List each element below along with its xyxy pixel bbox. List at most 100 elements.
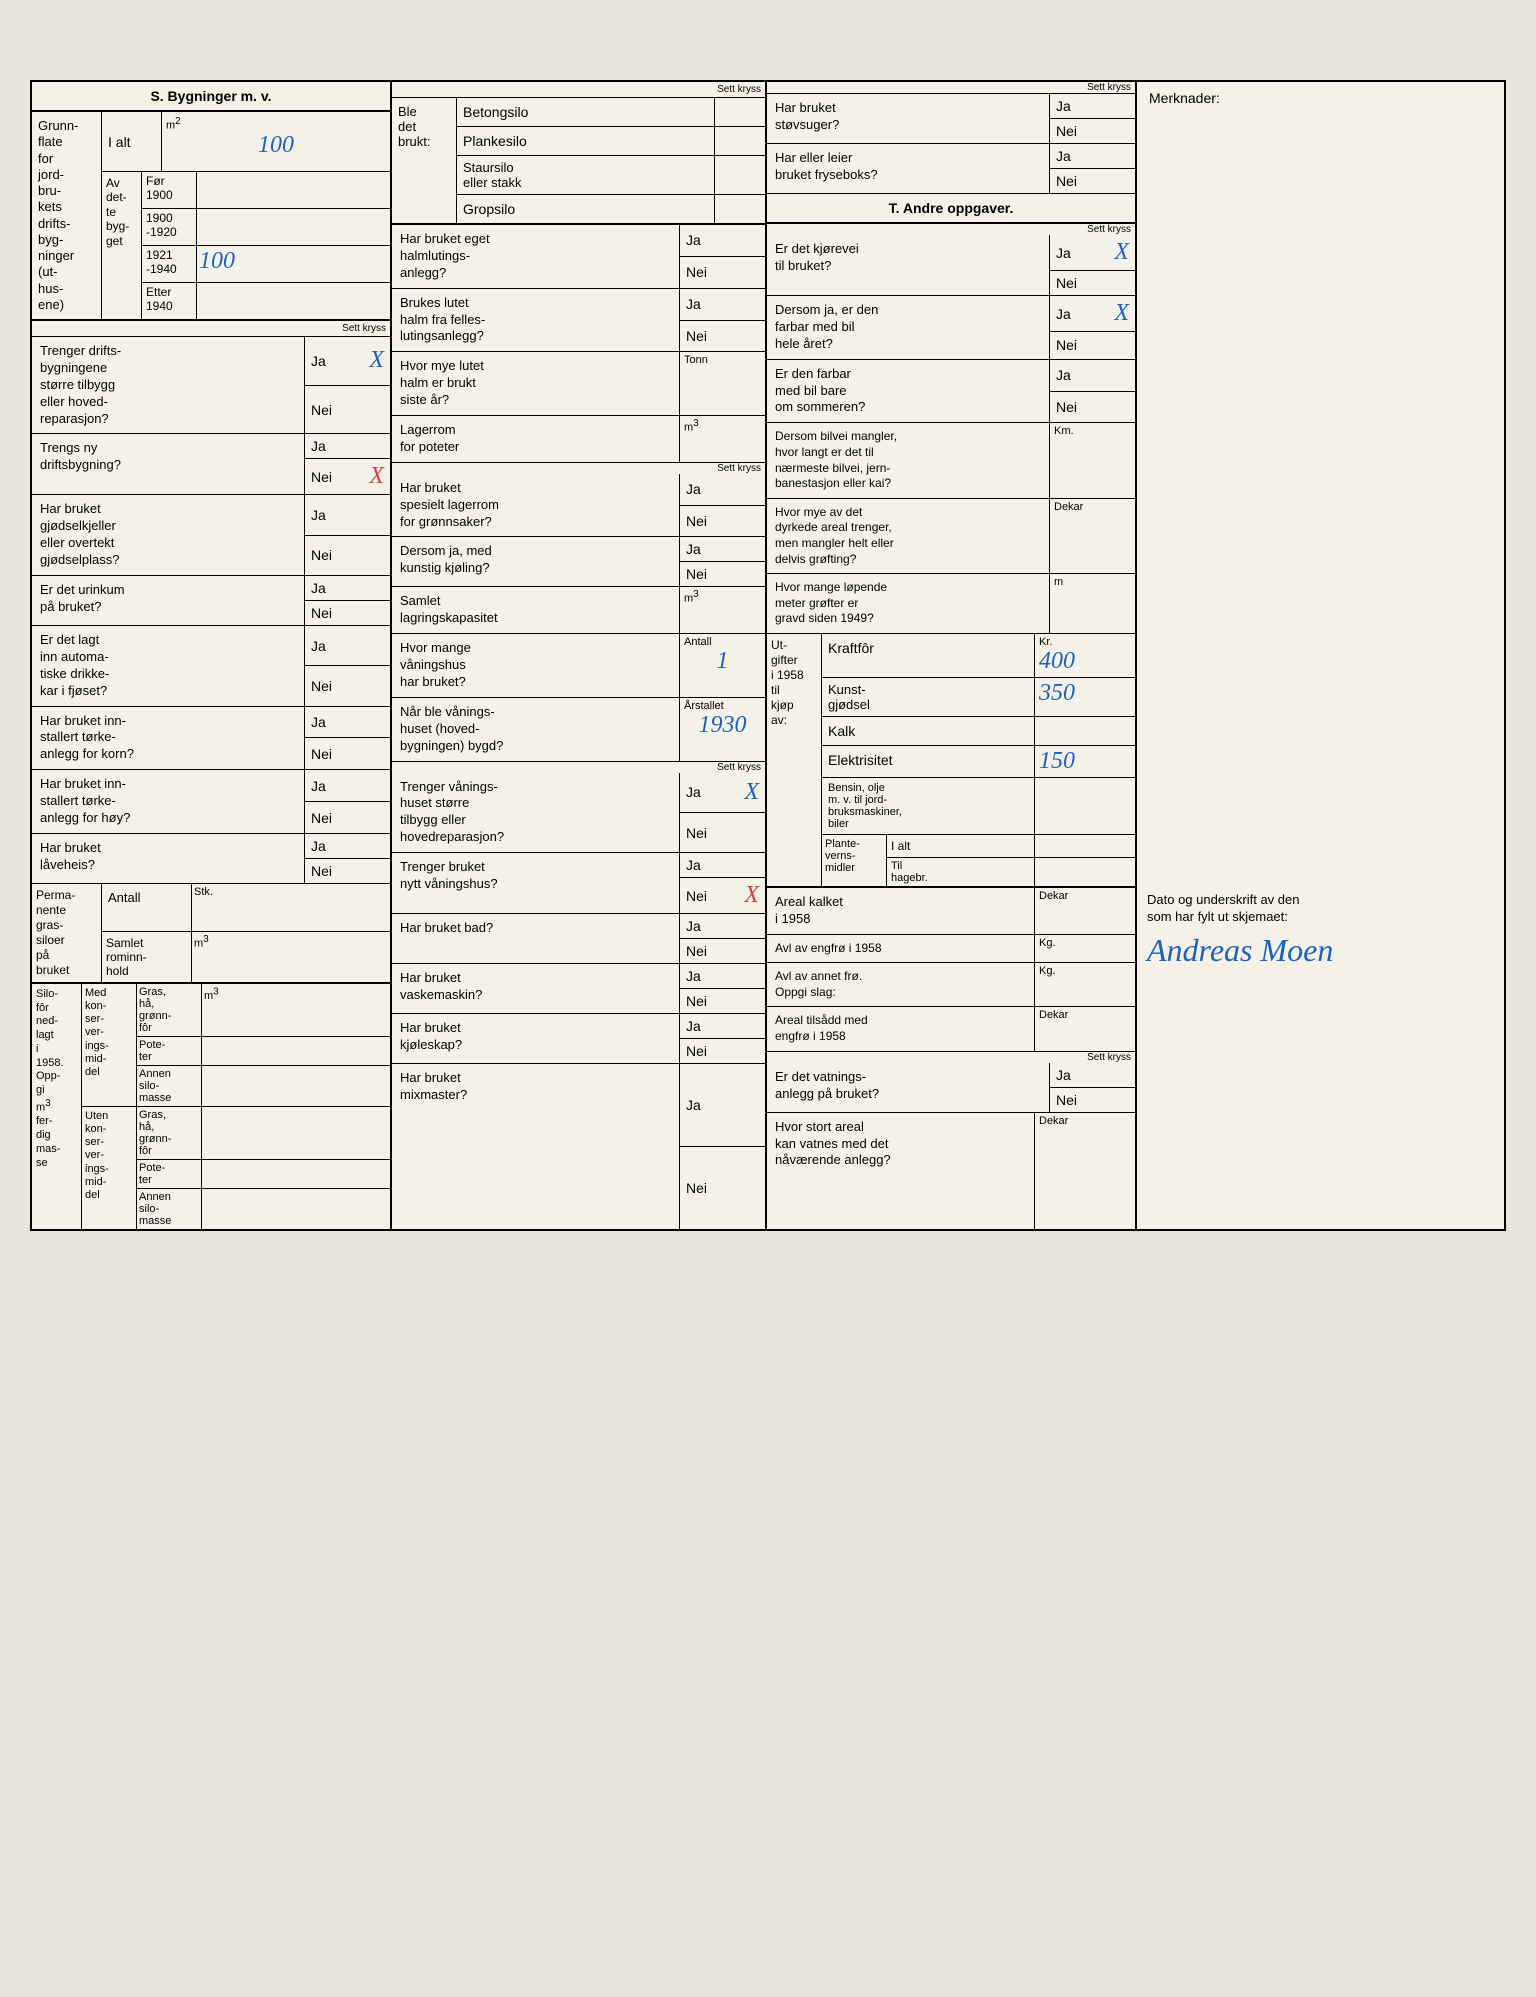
q2-ja[interactable]: Ja [305, 434, 390, 459]
q-halmlutingsanlegg: Har bruket egethalmlutings-anlegg? [392, 225, 680, 288]
kjoling-nei[interactable]: Nei [680, 562, 765, 586]
dekar-unit-2: Dekar [1039, 890, 1131, 902]
med-poteter-value[interactable] [202, 1037, 390, 1065]
q6-nei[interactable]: Nei [305, 738, 390, 769]
kalk-value[interactable] [1035, 717, 1135, 745]
arstallet-unit: Årstallet [684, 700, 761, 712]
plantevernmidler-label: Plante-verns-midler [822, 835, 887, 886]
halm-ja[interactable]: Ja [680, 225, 765, 257]
km-unit: Km. [1054, 425, 1131, 437]
sommer-nei[interactable]: Nei [1050, 392, 1135, 423]
gropsilo: Gropsilo [457, 195, 715, 223]
q8-ja[interactable]: Ja [305, 834, 390, 859]
vask-nei[interactable]: Nei [680, 989, 765, 1013]
m3-unit: m3 [194, 934, 388, 950]
kjoling-ja[interactable]: Ja [680, 537, 765, 562]
vatning-nei[interactable]: Nei [1050, 1088, 1135, 1112]
q7-ja[interactable]: Ja [305, 770, 390, 802]
q-lagerrom-gronnsaker: Har bruketspesielt lagerromfor grønnsake… [392, 474, 680, 537]
uten-annen-value[interactable] [202, 1189, 390, 1229]
sommer-ja[interactable]: Ja [1050, 360, 1135, 392]
kg-unit-1: Kg. [1039, 937, 1131, 949]
q4-nei[interactable]: Nei [305, 601, 390, 625]
uten-gras-value[interactable] [202, 1107, 390, 1159]
stov-ja[interactable]: Ja [1050, 94, 1135, 119]
gras-label-2: Gras,hå,grønn-fôr [137, 1107, 202, 1159]
dekar-unit-1: Dekar [1054, 501, 1131, 513]
q1-ja[interactable]: JaX [305, 337, 390, 386]
kraftfor-value[interactable]: 400 [1039, 648, 1131, 675]
q-trenger-tilbygg: Trenger vånings-huset størretilbygg elle… [392, 773, 680, 853]
betongsilo-mark[interactable] [715, 98, 765, 126]
uten-konserv-label: Utenkon-ser-ver-ings-mid-del [82, 1107, 137, 1229]
frys-nei[interactable]: Nei [1050, 169, 1135, 193]
q4-ja[interactable]: Ja [305, 576, 390, 601]
lutet-nei[interactable]: Nei [680, 321, 765, 352]
q6-ja[interactable]: Ja [305, 707, 390, 739]
vask-ja[interactable]: Ja [680, 964, 765, 989]
p1900-1920-value[interactable] [197, 209, 390, 245]
med-gras-value[interactable]: m3 [202, 984, 390, 1036]
kunstgjodsel-label: Kunst-gjødsel [822, 678, 1035, 716]
i-alt-value[interactable]: 100 [166, 132, 386, 159]
etter-1940-value[interactable] [197, 283, 390, 319]
bad-ja[interactable]: Ja [680, 914, 765, 939]
halm-nei[interactable]: Nei [680, 257, 765, 288]
sett-kryss-label: Sett kryss [305, 321, 390, 336]
q2-nei[interactable]: NeiX [305, 459, 390, 494]
til-hagebr-value[interactable] [1035, 858, 1135, 886]
gropsilo-mark[interactable] [715, 195, 765, 223]
med-annen-value[interactable] [202, 1066, 390, 1106]
annen-label-1: Annensilo-masse [137, 1066, 202, 1106]
p1921-1940-value[interactable]: 100 [197, 246, 390, 282]
mix-ja[interactable]: Ja [680, 1064, 765, 1147]
plankesilo-mark[interactable] [715, 127, 765, 155]
farbar-ja[interactable]: JaX [1050, 296, 1135, 332]
plankesilo: Plankesilo [457, 127, 715, 155]
mix-nei[interactable]: Nei [680, 1147, 765, 1229]
nytt-nei[interactable]: NeiX [680, 878, 765, 913]
elektrisitet-value[interactable]: 150 [1039, 748, 1131, 775]
i-alt-pv-value[interactable] [1035, 835, 1135, 857]
m3-unit-3: m3 [684, 589, 761, 605]
frys-ja[interactable]: Ja [1050, 144, 1135, 169]
q3-nei[interactable]: Nei [305, 536, 390, 575]
vatning-ja[interactable]: Ja [1050, 1063, 1135, 1088]
q-torkeanlegg-korn: Har bruket inn-stallert tørke-anlegg for… [32, 707, 305, 770]
q5-ja[interactable]: Ja [305, 626, 390, 666]
tilbygg-nei[interactable]: Nei [680, 813, 765, 852]
stov-nei[interactable]: Nei [1050, 119, 1135, 143]
q7-nei[interactable]: Nei [305, 802, 390, 833]
uten-poteter-value[interactable] [202, 1160, 390, 1188]
bygd-ar-value[interactable]: 1930 [684, 712, 761, 739]
sett-kryss-c3-2: Sett kryss [680, 463, 765, 474]
q3-ja[interactable]: Ja [305, 495, 390, 535]
q-stovsuger: Har bruketstøvsuger? [767, 94, 1050, 143]
q1-nei[interactable]: Nei [305, 386, 390, 434]
kjole-ja[interactable]: Ja [680, 1014, 765, 1039]
q8-nei[interactable]: Nei [305, 859, 390, 883]
q-mixmaster: Har bruketmixmaster? [392, 1064, 680, 1229]
vaningshus-value[interactable]: 1 [684, 648, 761, 675]
for-1900-value[interactable] [197, 172, 390, 208]
kraftfor-label: Kraftfôr [822, 634, 1035, 677]
antall-label: Antall [102, 884, 192, 931]
tilbygg-ja[interactable]: JaX [680, 773, 765, 813]
utgifter-label: Ut-gifteri 1958tilkjøpav: [767, 634, 822, 886]
lutet-ja[interactable]: Ja [680, 289, 765, 321]
nytt-ja[interactable]: Ja [680, 853, 765, 878]
bensin-value[interactable] [1035, 778, 1135, 834]
staursilo-mark[interactable] [715, 156, 765, 194]
bad-nei[interactable]: Nei [680, 939, 765, 963]
kunstgjodsel-value[interactable]: 350 [1039, 680, 1131, 707]
gronnsaker-nei[interactable]: Nei [680, 506, 765, 537]
kjole-nei[interactable]: Nei [680, 1039, 765, 1063]
unit-m2: m2 [166, 116, 386, 132]
kjore-nei[interactable]: Nei [1050, 271, 1135, 295]
q5-nei[interactable]: Nei [305, 666, 390, 705]
gronnsaker-ja[interactable]: Ja [680, 474, 765, 506]
kjore-ja[interactable]: JaX [1050, 235, 1135, 271]
farbar-nei[interactable]: Nei [1050, 332, 1135, 359]
q-vatningsanlegg: Er det vatnings-anlegg på bruket? [767, 1063, 1050, 1112]
med-konserv-label: Medkon-ser-ver-ings-mid-del [82, 984, 137, 1106]
